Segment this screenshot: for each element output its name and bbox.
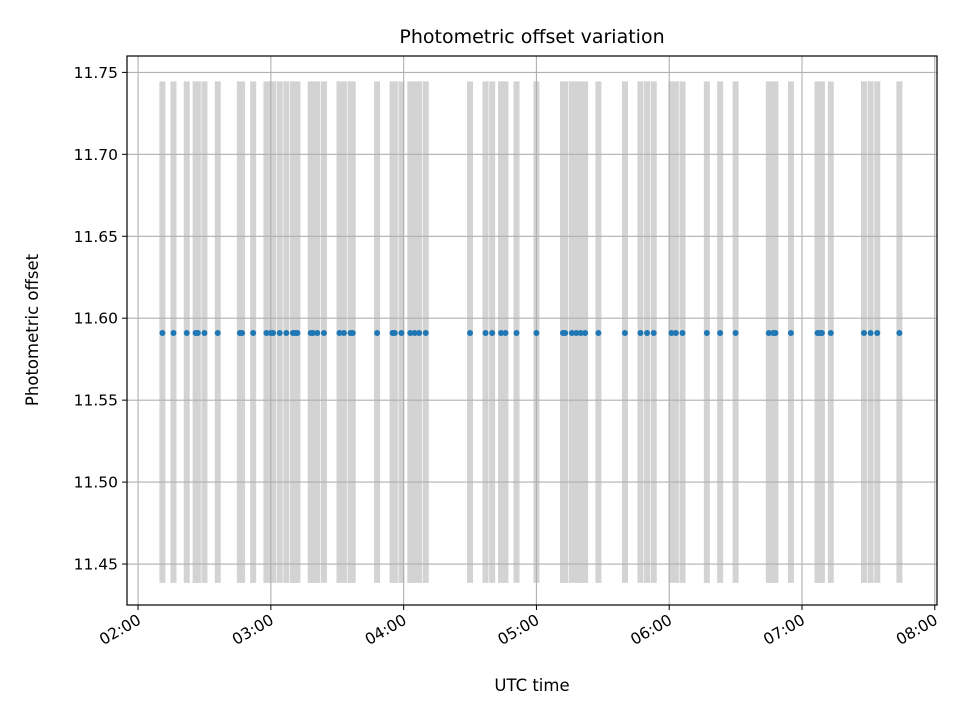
data-point [498, 329, 505, 336]
data-points [159, 329, 903, 336]
data-point [827, 329, 834, 336]
x-tick-label: 08:00 [893, 611, 941, 649]
data-point [416, 329, 423, 336]
data-point [170, 329, 177, 336]
data-point [336, 329, 343, 336]
data-point [533, 329, 540, 336]
y-tick-label: 11.65 [74, 228, 118, 246]
x-tick-label: 03:00 [229, 611, 277, 649]
data-point [874, 329, 881, 336]
data-point [772, 329, 779, 336]
data-point [621, 329, 628, 336]
y-axis-ticks: 11.45 11.50 11.55 11.60 11.65 11.70 11.75 [74, 64, 127, 574]
data-point [467, 329, 474, 336]
plot-frame [126, 55, 938, 606]
y-tick-label: 11.50 [74, 474, 118, 492]
data-point [201, 329, 208, 336]
x-tick-label: 04:00 [362, 611, 410, 649]
data-point [502, 329, 509, 336]
data-point [644, 329, 651, 336]
data-point [270, 329, 277, 336]
y-axis-title: Photometric offset [23, 253, 42, 406]
data-point [672, 329, 679, 336]
data-point [573, 329, 580, 336]
data-point [374, 329, 381, 336]
data-point [159, 329, 166, 336]
data-point [867, 329, 874, 336]
chart-title: Photometric offset variation [399, 26, 664, 48]
data-point [896, 329, 903, 336]
data-point [568, 329, 575, 336]
y-tick-label: 11.75 [74, 64, 118, 82]
data-point [183, 329, 190, 336]
x-tick-label: 07:00 [760, 611, 808, 649]
y-tick-label: 11.70 [74, 146, 118, 164]
data-point [276, 329, 283, 336]
data-point [650, 329, 657, 336]
data-point [482, 329, 489, 336]
data-point [818, 329, 825, 336]
data-point [407, 329, 414, 336]
data-point [349, 329, 356, 336]
data-point [214, 329, 221, 336]
data-point [320, 329, 327, 336]
y-tick-label: 11.60 [74, 310, 118, 328]
data-point [422, 329, 429, 336]
data-point [577, 329, 584, 336]
data-point [513, 329, 520, 336]
data-point [595, 329, 602, 336]
data-point [250, 329, 257, 336]
data-point [194, 329, 201, 336]
data-point [340, 329, 347, 336]
data-point [294, 329, 301, 336]
data-point [263, 329, 270, 336]
data-point [637, 329, 644, 336]
data-point [391, 329, 398, 336]
data-point [860, 329, 867, 336]
data-point [398, 329, 405, 336]
x-axis-title: UTC time [494, 676, 569, 695]
data-point [239, 329, 246, 336]
data-point [668, 329, 675, 336]
data-point [732, 329, 739, 336]
y-tick-label: 11.45 [74, 556, 118, 574]
data-point [489, 329, 496, 336]
data-point [703, 329, 710, 336]
data-point [283, 329, 290, 336]
x-axis-ticks: 02:00 03:00 04:00 05:00 06:00 07:00 08:00 [96, 605, 941, 649]
data-point [679, 329, 686, 336]
data-point [765, 329, 772, 336]
x-tick-label: 05:00 [495, 611, 543, 649]
x-tick-label: 06:00 [628, 611, 676, 649]
y-tick-label: 11.55 [74, 392, 118, 410]
grid-lines [127, 56, 937, 605]
data-point [411, 329, 418, 336]
x-tick-label: 02:00 [96, 611, 144, 649]
data-point [562, 329, 569, 336]
data-point [314, 329, 321, 336]
data-point [787, 329, 794, 336]
data-point [582, 329, 589, 336]
data-point [717, 329, 724, 336]
data-point [309, 329, 316, 336]
